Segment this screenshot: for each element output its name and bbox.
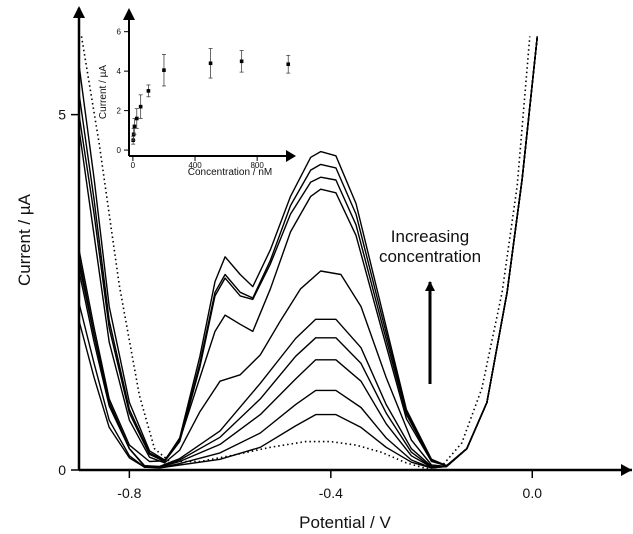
y-axis-label: Current / µA [15,193,34,286]
inset-y-tick-label: 4 [117,67,122,76]
inset-y-axis-label: Current / µA [98,65,109,119]
inset-data-point [208,61,213,66]
main-series [78,36,538,470]
x-tick-label: -0.8 [117,485,141,501]
inset-data-point [134,116,139,121]
x-tick-label: 0.0 [523,485,543,501]
y-tick-label: 0 [58,462,66,478]
inset-x-tick-label: 400 [188,161,202,170]
inset-y-axis-arrow [123,8,135,20]
inset-points [131,48,291,145]
inset-x-tick-label: 800 [250,161,264,170]
inset-y-tick-label: 2 [117,107,122,116]
inset-data-point [146,89,151,93]
annotation-line-2: concentration [379,247,481,266]
inset-x-axis-arrow [286,150,296,162]
x-axis-arrow [621,464,632,476]
y-tick-label: 5 [58,107,66,123]
annotation-line-1: Increasing [391,227,469,246]
main-ticks: -0.8 -0.4 0.0 0 5 [58,107,542,501]
inset-x-tick-label: 0 [131,161,136,170]
inset-x-axis-label: Concentration / nM [188,167,273,178]
y-axis-arrow [73,6,85,18]
inset-data-point [286,62,291,67]
inset-data-point [239,59,244,64]
x-axis-label: Potential / V [299,513,391,532]
x-tick-label: -0.4 [319,485,343,501]
inset-y-tick-label: 0 [117,146,122,155]
inset-y-tick-label: 6 [117,28,122,37]
inset-data-point [132,124,137,129]
inset-data-point [138,104,143,109]
inset-data-point [162,68,166,72]
series-line [78,36,538,467]
inset-ticks: 0 400 800 0 2 4 6 [117,28,265,170]
